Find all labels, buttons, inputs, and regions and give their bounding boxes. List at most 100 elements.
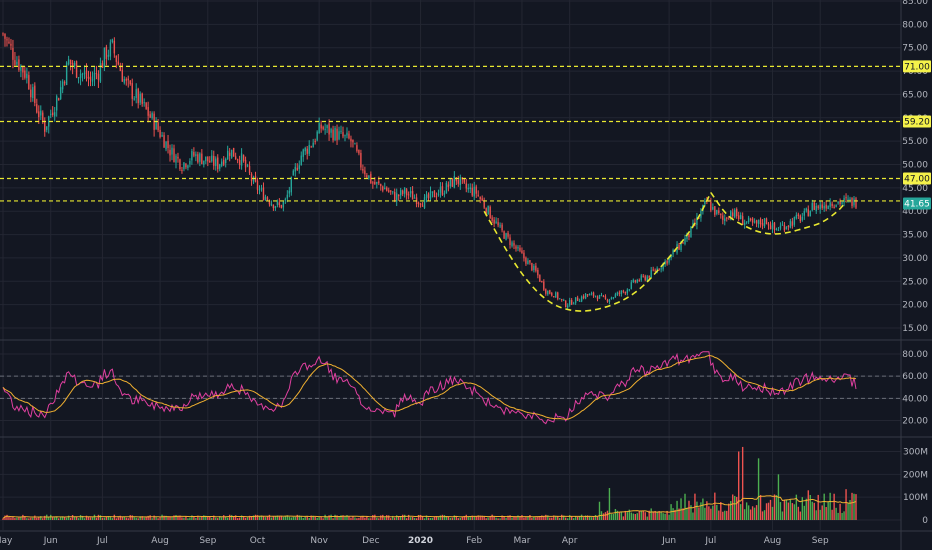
candle-body (127, 78, 129, 81)
volume-bar (346, 515, 348, 520)
candle-body (777, 229, 780, 231)
candle-body (523, 252, 525, 259)
time-tick-label: Oct (250, 536, 266, 546)
volume-bar (515, 516, 517, 520)
candle-body (30, 89, 32, 98)
volume-bar (18, 517, 20, 520)
volume-panel[interactable] (2, 446, 857, 520)
volume-bar (751, 506, 754, 520)
candle-body (630, 282, 633, 289)
volume-bar (801, 497, 804, 520)
time-tick-label: Apr (562, 536, 578, 546)
candle-body (119, 65, 122, 71)
candle-body (358, 149, 360, 154)
volume-bar (12, 516, 14, 520)
volume-bar (741, 446, 744, 520)
price-tick-label: 45.00 (902, 184, 928, 194)
candle-body (628, 289, 631, 291)
candle-body (425, 194, 428, 198)
volume-bar (157, 518, 159, 520)
time-axis[interactable]: May Jun Jul Aug Sep Oct Nov Dec 2020 Feb Mar Apr Jun… (0, 536, 829, 546)
volume-bar (785, 499, 788, 520)
volume-bar (42, 518, 44, 520)
candle-body (107, 54, 110, 57)
candle-body (445, 182, 448, 194)
candle-body (648, 275, 650, 278)
candle-body (105, 46, 108, 59)
candle-body (411, 191, 414, 200)
rsi-panel[interactable] (0, 351, 901, 425)
volume-bar (129, 515, 131, 520)
volume-bar (161, 514, 163, 520)
volume-bar (457, 518, 460, 520)
candle-body (811, 203, 813, 211)
volume-bar (411, 516, 414, 520)
candle-body (841, 202, 843, 204)
volume-bar (640, 510, 642, 520)
volume-bar (187, 518, 189, 520)
volume-bar (97, 514, 100, 520)
candle-body (2, 33, 4, 35)
candle-body (405, 189, 408, 196)
candle-body (590, 293, 593, 295)
volume-bar (757, 458, 760, 520)
volume-bar (397, 516, 400, 520)
volume-bar (201, 516, 203, 520)
volume-bar (272, 516, 275, 520)
candle-body (431, 191, 434, 193)
volume-bar (119, 515, 122, 520)
volume-bar (230, 515, 233, 520)
candle-body (767, 223, 770, 226)
horizontal-levels[interactable] (0, 65, 901, 202)
candle-body (99, 63, 102, 82)
candle-body (666, 260, 668, 264)
candle-body (469, 187, 471, 190)
volume-bar (77, 518, 80, 520)
volume-bar (455, 516, 458, 520)
volume-bar (36, 517, 38, 520)
volume-bar (101, 517, 104, 520)
volume-bar (67, 515, 70, 520)
volume-bar (566, 518, 569, 520)
volume-bar (745, 502, 748, 520)
candle-body (179, 159, 181, 170)
candle-body (739, 214, 742, 220)
volume-bar (149, 515, 151, 520)
volume-bar (342, 515, 344, 520)
volume-bar (553, 515, 555, 520)
volume-bar (833, 493, 835, 520)
candle-body (167, 141, 169, 148)
candle-body (604, 296, 607, 300)
price-tick-label: 35.00 (902, 231, 928, 241)
candle-body (547, 290, 549, 295)
candle-body (141, 93, 143, 104)
candle-body (503, 231, 505, 239)
volume-bar (586, 515, 589, 520)
volume-bar (499, 518, 501, 520)
volume-bar (288, 516, 291, 520)
candle-body (217, 157, 219, 170)
volume-bar (588, 515, 591, 520)
candle-body (608, 299, 611, 302)
price-panel[interactable] (2, 32, 857, 310)
candle-body (157, 122, 159, 131)
candle-body (36, 104, 38, 113)
candle-body (378, 181, 380, 184)
volume-bar (509, 515, 511, 520)
volume-bar (626, 512, 629, 520)
candle-body (513, 243, 515, 246)
candle-body (809, 210, 811, 217)
volume-bar (413, 517, 416, 520)
candle-body (93, 72, 96, 80)
volume-bar (50, 514, 52, 520)
volume-bar (308, 517, 310, 520)
candle-body (753, 221, 756, 223)
cup-and-handle-curves[interactable] (483, 192, 847, 312)
price-axis[interactable]: 85.0080.0075.0070.0065.0060.0055.0050.00… (902, 0, 931, 526)
volume-bar (40, 516, 42, 520)
volume-bar (736, 496, 738, 520)
volume-bar (831, 509, 833, 520)
candle-body (348, 133, 350, 139)
volume-bar (59, 516, 62, 520)
